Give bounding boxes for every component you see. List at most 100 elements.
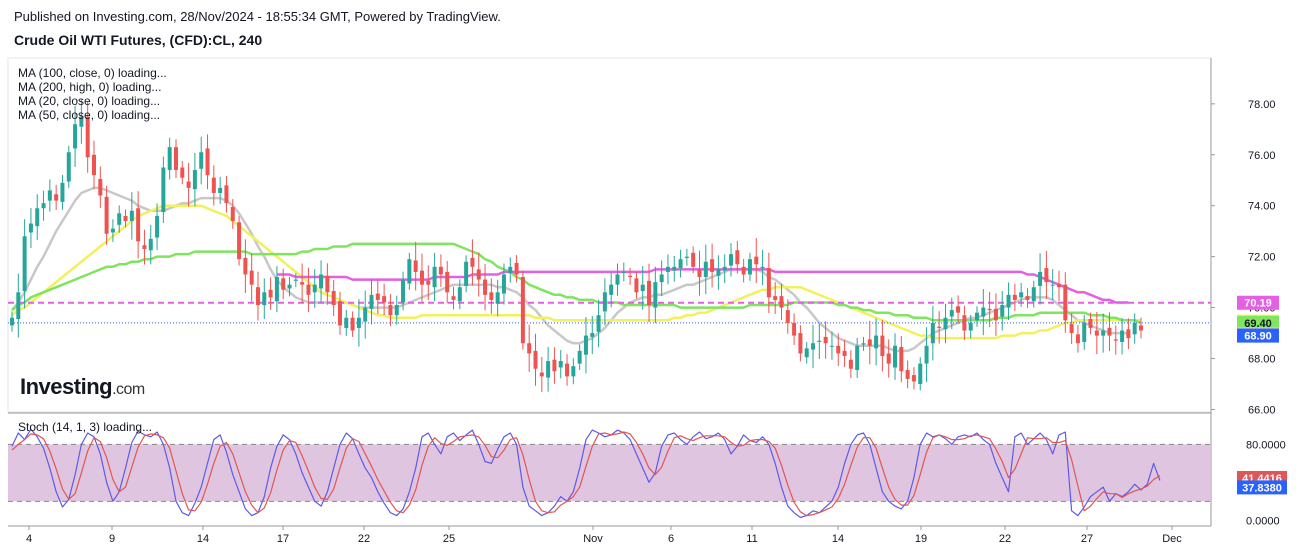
- candle-30: [199, 136, 204, 185]
- candle-body-84: [539, 372, 544, 377]
- candle-body-144: [918, 363, 923, 384]
- candle-156: [993, 293, 998, 336]
- candle-167: [1063, 272, 1068, 333]
- candle-body-173: [1101, 330, 1106, 336]
- candle-body-35: [230, 206, 235, 221]
- candle-body-39: [255, 287, 260, 306]
- candle-body-146: [930, 322, 935, 344]
- candle-body-31: [205, 148, 210, 176]
- candle-body-44: [287, 284, 292, 289]
- candle-36: [237, 215, 242, 266]
- candle-body-94: [602, 292, 607, 312]
- candle-body-95: [609, 284, 614, 295]
- price-label-bg-4: [1237, 328, 1279, 343]
- candle-49: [319, 260, 324, 303]
- candle-body-135: [861, 343, 866, 345]
- candle-25: [167, 137, 172, 180]
- price-tick-label-1: 68.00: [1248, 354, 1276, 366]
- candle-body-90: [577, 350, 582, 364]
- candle-body-40: [262, 292, 267, 306]
- candle-169: [1075, 324, 1080, 353]
- candle-body-175: [1113, 339, 1118, 341]
- candle-body-128: [817, 340, 822, 342]
- candle-28: [186, 162, 191, 207]
- candle-body-140: [893, 345, 898, 368]
- candle-46: [300, 263, 305, 304]
- stoch-tick-label-1: 80.0000: [1246, 439, 1286, 451]
- candle-body-12: [85, 116, 90, 158]
- candle-body-23: [155, 215, 160, 238]
- candle-body-74: [476, 269, 481, 280]
- time-tick-label-3: 17: [277, 533, 289, 545]
- candle-44: [287, 276, 292, 297]
- candle-body-161: [1025, 296, 1030, 300]
- candle-body-70: [451, 296, 456, 300]
- candle-67: [432, 252, 437, 302]
- indicator-label-ma100[interactable]: MA (100, close, 0) loading...: [18, 66, 167, 80]
- stoch-value-label-1: 37.8380: [1242, 482, 1282, 494]
- candle-119: [760, 249, 765, 286]
- candle-8: [60, 174, 65, 210]
- candle-body-93: [596, 315, 601, 332]
- candle-body-109: [697, 269, 702, 278]
- candle-body-36: [237, 222, 242, 260]
- stoch-d-line: [11, 431, 1161, 517]
- candle-body-101: [647, 280, 652, 306]
- candle-body-42: [274, 277, 279, 302]
- candle-92: [590, 315, 595, 354]
- candle-body-158: [1006, 294, 1011, 308]
- candle-88: [565, 354, 570, 386]
- candle-body-60: [388, 305, 393, 316]
- candle-27: [180, 161, 185, 185]
- indicator-label-ma20[interactable]: MA (20, close, 0) loading...: [18, 94, 161, 108]
- candle-139: [886, 339, 891, 378]
- candle-55: [356, 299, 361, 347]
- candle-body-20: [136, 208, 141, 242]
- candle-128: [817, 323, 822, 360]
- candle-body-131: [836, 345, 841, 354]
- time-tick-label-8: 11: [746, 533, 757, 545]
- candle-70: [451, 286, 456, 310]
- candle-79: [508, 257, 513, 283]
- candle-body-111: [710, 259, 715, 272]
- candle-body-171: [1088, 319, 1093, 328]
- candle-175: [1113, 325, 1118, 355]
- candle-body-127: [811, 343, 816, 350]
- candle-body-50: [325, 275, 330, 293]
- candle-body-104: [665, 266, 670, 272]
- candle-56: [363, 290, 368, 339]
- candle-body-152: [968, 322, 973, 331]
- candle-13: [91, 140, 96, 190]
- candle-body-119: [760, 266, 765, 269]
- candle-body-125: [798, 333, 803, 354]
- price-label-bg-0: [1237, 295, 1279, 310]
- candle-body-49: [319, 274, 324, 289]
- candle-172: [1094, 311, 1099, 355]
- candle-body-46: [300, 282, 305, 285]
- time-tick-label-10: 19: [915, 533, 927, 545]
- candle-body-99: [634, 278, 639, 293]
- candle-body-159: [1012, 294, 1017, 300]
- candle-143: [911, 367, 916, 390]
- candle-body-164: [1044, 268, 1049, 283]
- candle-body-25: [167, 147, 172, 171]
- candle-106: [678, 249, 683, 278]
- candle-body-78: [501, 274, 506, 294]
- time-tick-label-13: Dec: [1162, 533, 1182, 545]
- candle-141: [899, 336, 904, 383]
- candle-body-80: [514, 263, 519, 275]
- candle-165: [1050, 269, 1055, 301]
- candle-10: [73, 105, 78, 168]
- candle-body-34: [224, 185, 229, 204]
- candle-53: [344, 309, 349, 336]
- candle-body-6: [47, 190, 52, 201]
- published-caption: Published on Investing.com, 28/Nov/2024 …: [14, 9, 501, 24]
- candle-body-86: [552, 359, 557, 372]
- indicator-label-ma200[interactable]: MA (200, high, 0) loading...: [18, 80, 162, 94]
- indicator-label-ma50[interactable]: MA (50, close, 0) loading...: [18, 108, 161, 122]
- time-tick-label-12: 27: [1081, 533, 1093, 545]
- candle-body-9: [66, 152, 71, 182]
- stoch-indicator-label[interactable]: Stoch (14, 1, 3) loading...: [18, 420, 153, 434]
- candle-86: [552, 347, 557, 384]
